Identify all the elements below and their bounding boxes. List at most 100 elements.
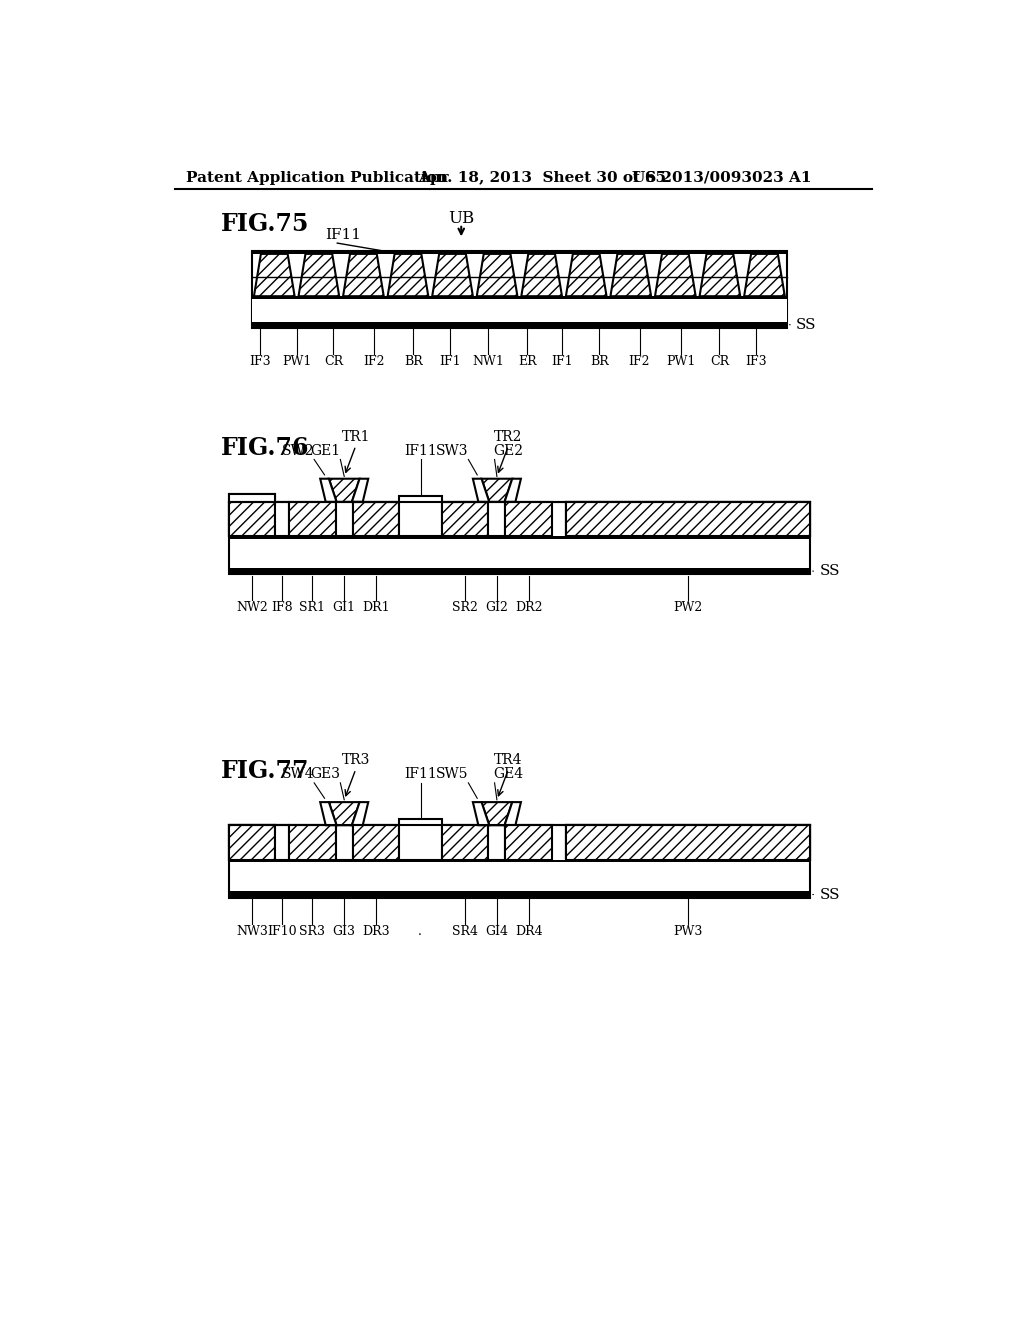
Bar [566,825,810,859]
Bar [488,502,506,536]
Text: TR1: TR1 [342,430,370,444]
Bar [252,251,786,327]
Polygon shape [521,253,562,296]
Bar [228,502,275,536]
Text: SW3: SW3 [436,444,468,458]
Text: GI2: GI2 [485,601,508,614]
Bar [228,494,275,536]
Text: DR4: DR4 [515,924,543,937]
Text: GE1: GE1 [310,444,340,458]
Polygon shape [329,479,359,502]
Text: IF2: IF2 [364,355,385,368]
Text: GE3: GE3 [310,767,340,781]
Polygon shape [505,479,521,502]
Bar [442,825,488,859]
Text: SW4: SW4 [282,767,314,781]
Bar [566,502,810,536]
Text: NW3: NW3 [237,924,268,937]
Polygon shape [275,825,289,859]
Text: GI4: GI4 [485,924,508,937]
Text: .: . [418,924,422,937]
Bar [289,502,336,536]
Text: DR1: DR1 [362,601,390,614]
Text: IF2: IF2 [629,355,650,368]
Polygon shape [321,479,337,502]
Text: SR1: SR1 [299,601,326,614]
Polygon shape [299,253,339,296]
Text: GI1: GI1 [333,601,355,614]
Polygon shape [321,803,337,825]
Bar [228,536,810,539]
Bar [252,298,786,322]
Text: GE4: GE4 [493,767,523,781]
Text: SR4: SR4 [453,924,478,937]
Polygon shape [477,253,517,296]
Text: SW2: SW2 [282,444,314,458]
Bar [252,251,786,253]
Bar [399,818,442,859]
Text: PW1: PW1 [283,355,311,368]
Text: IF10: IF10 [267,924,297,937]
Text: DR2: DR2 [515,601,543,614]
Text: TR3: TR3 [342,754,370,767]
Bar [228,825,275,859]
Text: SS: SS [819,887,840,902]
Text: CR: CR [710,355,729,368]
Text: UB: UB [449,210,474,227]
Bar [399,496,442,536]
Text: BR: BR [590,355,608,368]
Text: IF11: IF11 [404,444,437,458]
Polygon shape [610,253,651,296]
Text: GI3: GI3 [333,924,355,937]
Text: SR3: SR3 [299,924,326,937]
Bar [252,296,786,298]
Bar [228,891,810,898]
Bar [506,502,552,536]
Bar [352,502,399,536]
Bar [488,825,506,859]
Text: DR3: DR3 [362,924,390,937]
Polygon shape [329,803,359,825]
Polygon shape [505,803,521,825]
Bar [566,825,810,859]
Polygon shape [275,502,289,536]
Text: TR4: TR4 [495,754,523,767]
Polygon shape [744,253,784,296]
Polygon shape [352,803,369,825]
Text: IF1: IF1 [439,355,461,368]
Polygon shape [343,253,384,296]
Bar [336,502,352,536]
Bar [228,502,810,574]
Bar [289,825,336,859]
Bar [336,825,352,859]
Bar [228,825,275,859]
Polygon shape [481,479,512,502]
Text: Patent Application Publication: Patent Application Publication [186,170,449,185]
Polygon shape [481,803,512,825]
Text: IF3: IF3 [744,355,767,368]
Text: PW2: PW2 [673,601,702,614]
Text: IF1: IF1 [551,355,572,368]
Text: SW5: SW5 [436,767,468,781]
Text: NW1: NW1 [472,355,504,368]
Polygon shape [254,253,295,296]
Text: US 2013/0093023 A1: US 2013/0093023 A1 [632,170,811,185]
Bar [566,502,810,536]
Bar [566,502,810,536]
Polygon shape [655,253,695,296]
Text: FIG.75: FIG.75 [221,213,309,236]
Polygon shape [473,803,489,825]
Text: SS: SS [796,318,816,331]
Bar [352,825,399,859]
Text: BR: BR [403,355,423,368]
Polygon shape [699,253,740,296]
Text: FIG.77: FIG.77 [221,759,309,783]
Text: SS: SS [819,564,840,578]
Bar [228,859,810,862]
Text: Apr. 18, 2013  Sheet 30 of 65: Apr. 18, 2013 Sheet 30 of 65 [419,170,667,185]
Text: IF3: IF3 [249,355,270,368]
Polygon shape [566,253,606,296]
Text: IF11: IF11 [404,767,437,781]
Text: NW2: NW2 [237,601,268,614]
Text: PW3: PW3 [673,924,702,937]
